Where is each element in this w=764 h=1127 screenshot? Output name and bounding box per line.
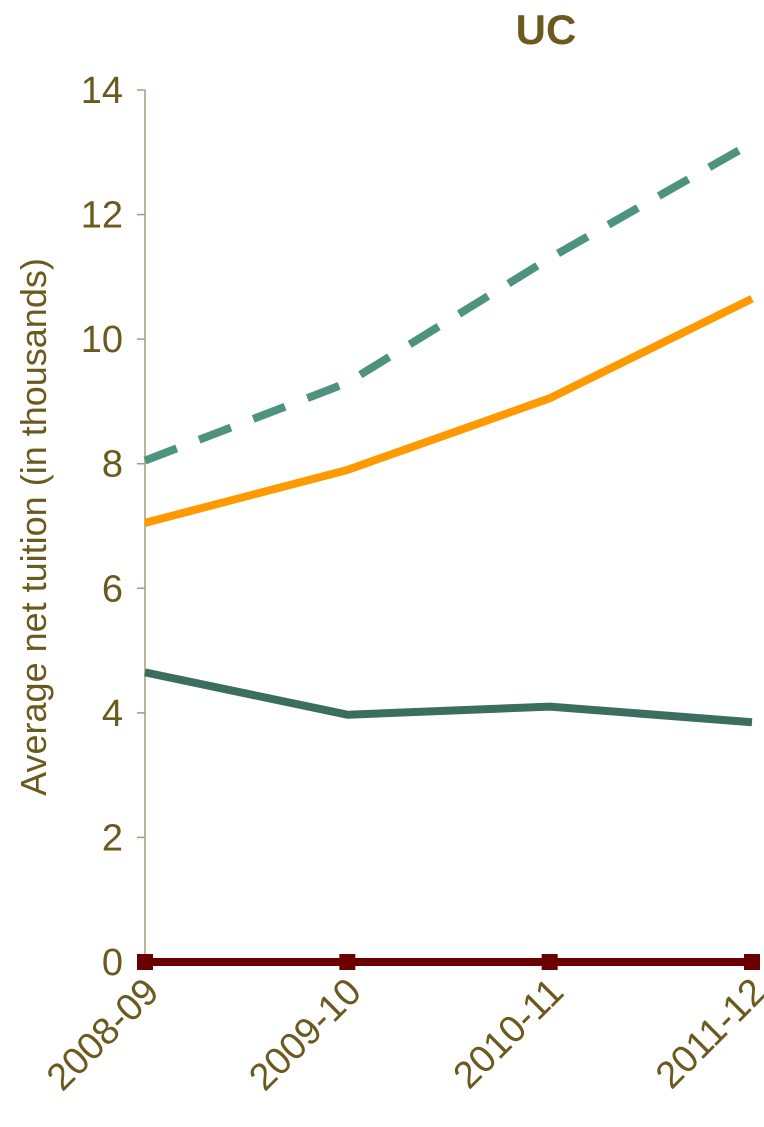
y-tick-label: 4 (102, 693, 123, 735)
y-tick-label: 0 (102, 942, 123, 984)
series-4-point-marker (541, 954, 558, 970)
x-tick-label: 2009-10 (241, 971, 369, 1099)
series-4-point-marker (339, 954, 356, 970)
y-tick-label: 10 (81, 319, 123, 361)
x-tick-label: 2010-11 (446, 971, 572, 1097)
series-line-1 (143, 139, 754, 465)
x-axis-ticks: 2008-09 2009-10 2010-11 2011-12 (39, 962, 764, 1099)
y-tick-label: 12 (81, 195, 123, 237)
y-tick-label: 8 (102, 444, 123, 486)
y-axis-ticks: 0 2 4 6 8 10 12 14 (81, 70, 145, 984)
y-axis-label: Average net tuition (in thousands) (13, 258, 54, 796)
chart-title: UC (516, 6, 577, 53)
series-line-2 (143, 295, 754, 527)
series-4-point-marker (744, 954, 760, 970)
x-tick-label: 2008-09 (39, 971, 167, 1099)
y-tick-label: 14 (81, 70, 123, 112)
x-tick-label: 2011-12 (648, 971, 764, 1097)
y-tick-label: 6 (102, 568, 123, 610)
series-line-3 (144, 668, 753, 727)
series-layer (137, 139, 760, 970)
series-4-point-marker (137, 954, 153, 970)
y-tick-label: 2 (102, 817, 123, 859)
